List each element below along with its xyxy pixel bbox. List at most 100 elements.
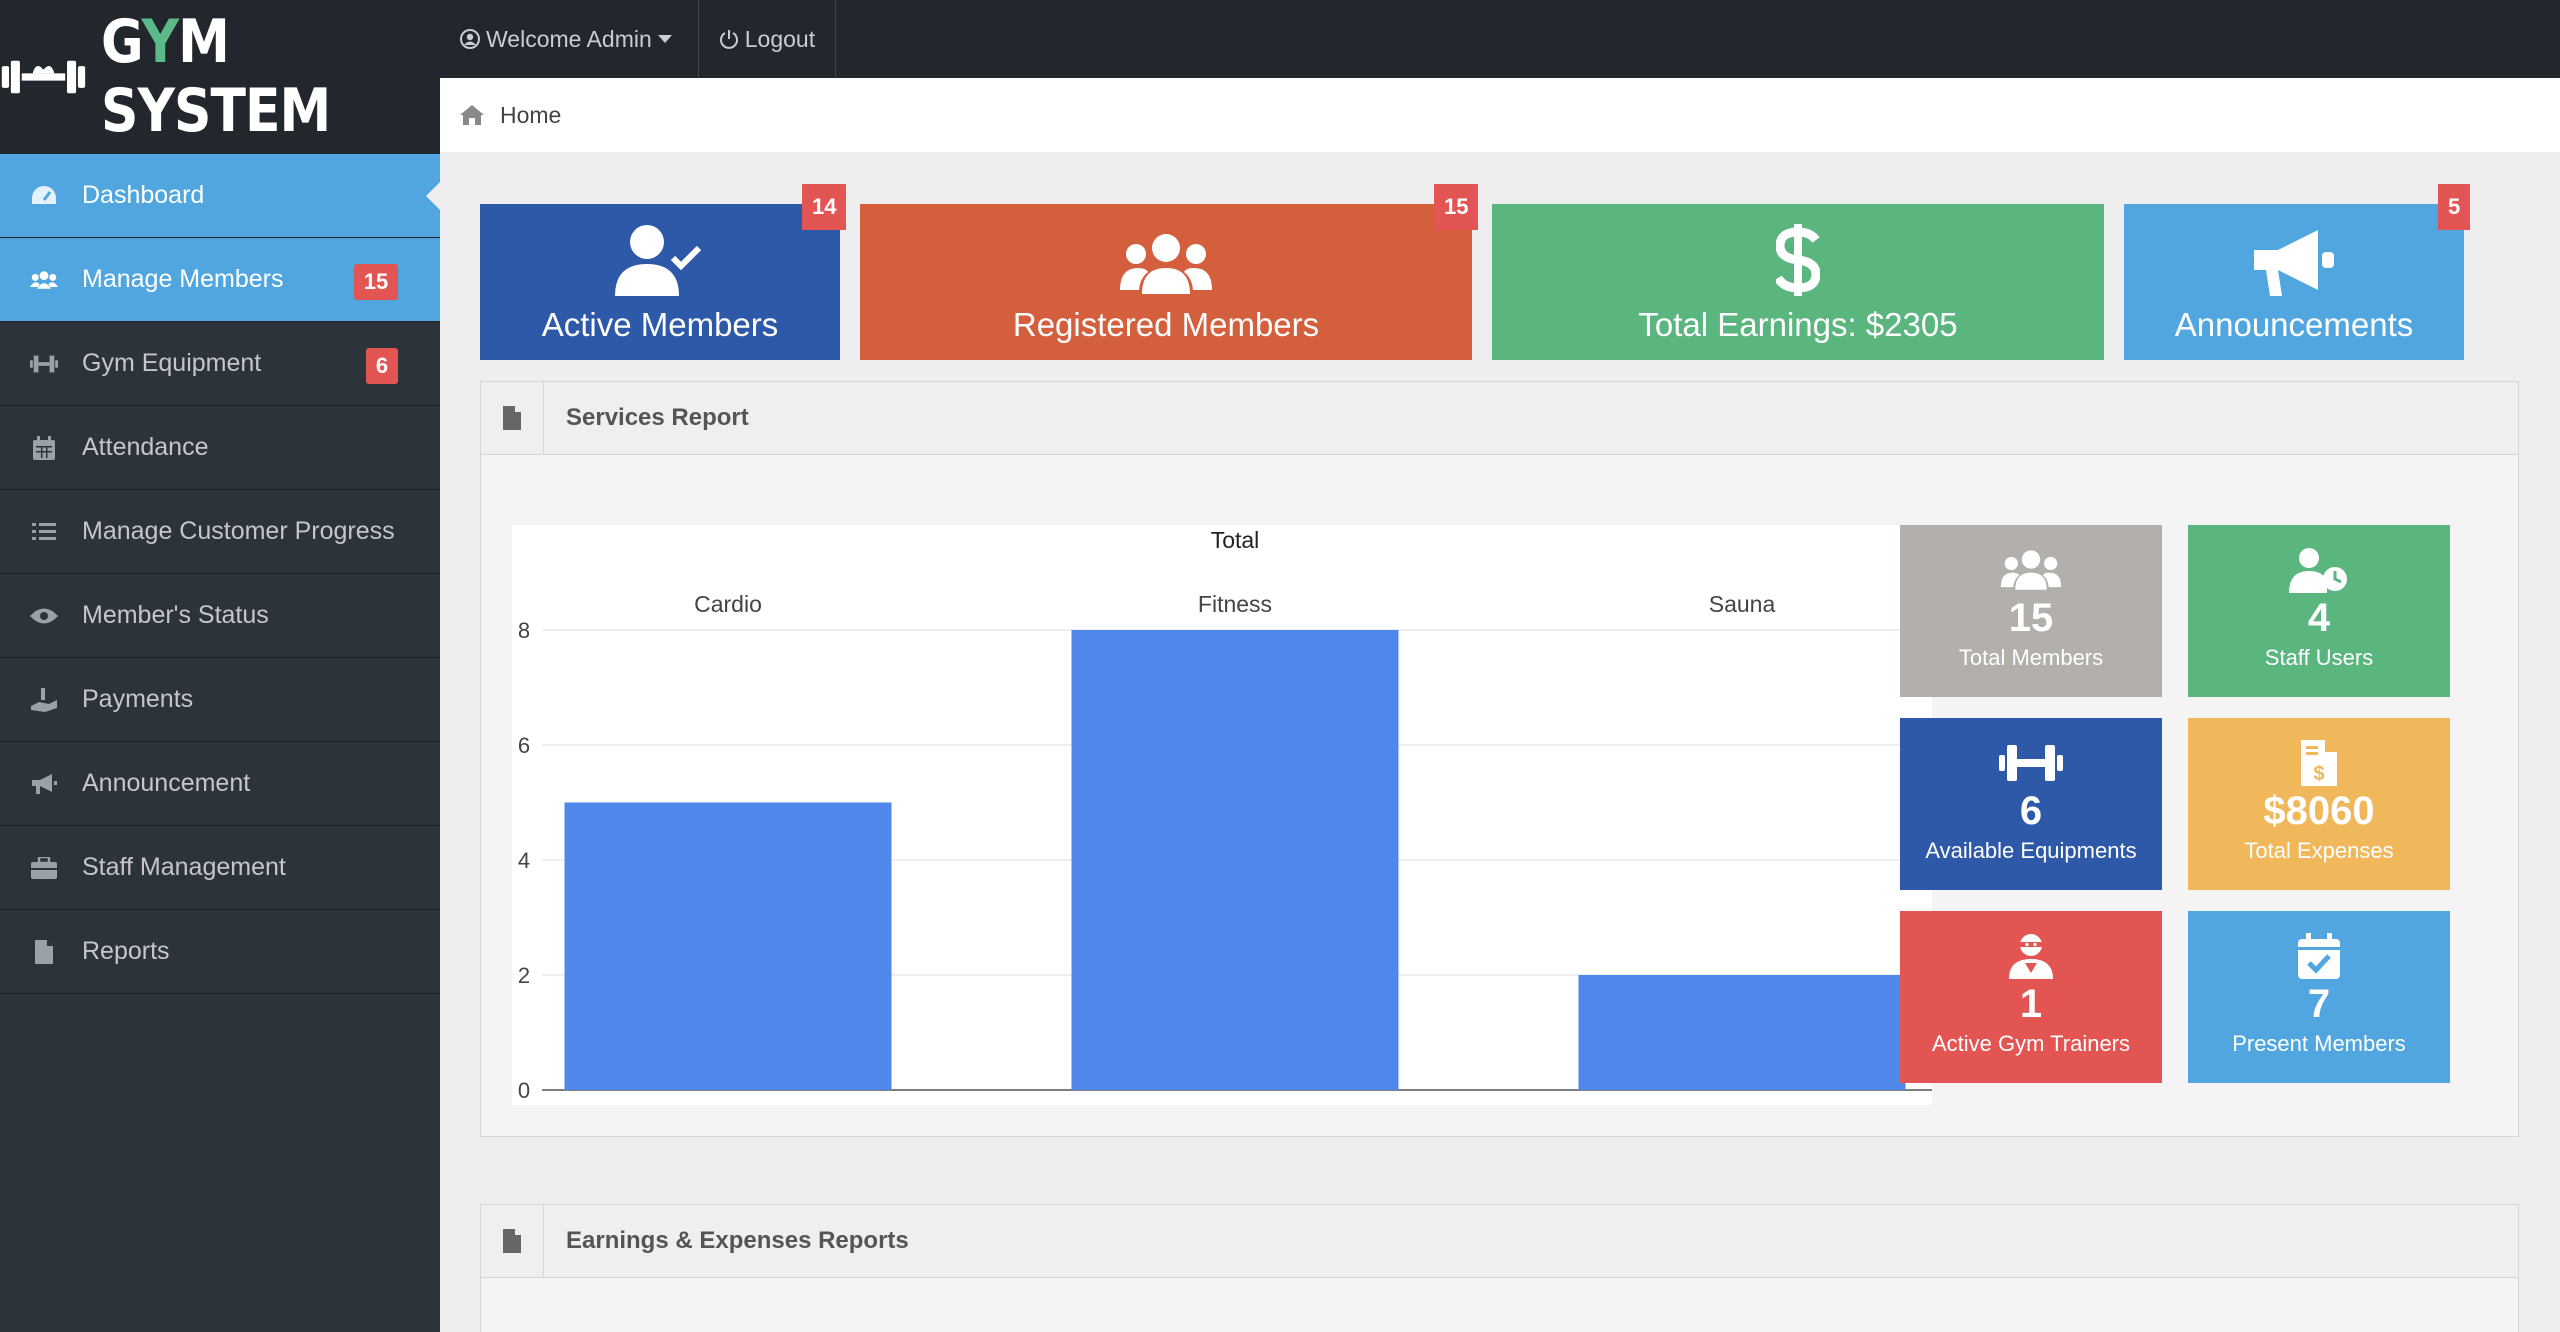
sidebar-item-label: Staff Management [82, 853, 286, 881]
sidebar-item-customer-progress[interactable]: Manage Customer Progress [0, 490, 440, 574]
power-icon [719, 29, 739, 49]
y-tick-label: 6 [518, 733, 530, 758]
brand-logo[interactable]: GYM SYSTEM [0, 0, 440, 154]
tile-available-equipments[interactable]: 6 Available Equipments [1900, 718, 2162, 890]
top-navbar: Welcome Admin Logout [440, 0, 2560, 78]
stat-label: Active Members [541, 306, 779, 343]
y-tick-label: 8 [518, 618, 530, 643]
welcome-label: Welcome Admin [486, 25, 652, 52]
members-count-badge: 15 [354, 264, 398, 300]
panel-header: Services Report [481, 381, 2518, 455]
dumbbell-icon [1999, 740, 2063, 786]
active-members-badge: 14 [802, 184, 847, 230]
tile-total-expenses[interactable]: $ $8060 Total Expenses [2188, 718, 2450, 890]
tile-label: Total Expenses [2244, 838, 2394, 863]
category-label: Fitness [1198, 591, 1272, 617]
y-tick-label: 4 [518, 848, 530, 873]
tile-value: 1 [2019, 982, 2043, 1026]
dumbbell-icon [30, 350, 58, 378]
equipment-count-badge: 6 [366, 348, 398, 384]
y-tick-label: 2 [518, 963, 530, 988]
chart-bar-sauna[interactable] [1578, 975, 1906, 1090]
category-label: Sauna [1709, 591, 1776, 617]
hand-dollar-icon [30, 686, 58, 714]
welcome-dropdown[interactable]: Welcome Admin [440, 0, 699, 78]
sidebar-item-dashboard[interactable]: Dashboard [0, 154, 440, 238]
stat-registered-members[interactable]: 15 Registered Members [860, 184, 1479, 360]
sidebar: GYM SYSTEM Dashboard Manage Members 15 G… [0, 0, 440, 1332]
user-ninja-icon [2009, 933, 2053, 979]
tile-present-members[interactable]: 7 Present Members [2188, 911, 2450, 1083]
category-label: Cardio [694, 591, 762, 617]
sidebar-item-reports[interactable]: Reports [0, 910, 440, 994]
tile-value: 15 [2008, 596, 2054, 640]
user-clock-icon [2289, 547, 2349, 593]
earnings-expenses-panel: Earnings & Expenses Reports [480, 1204, 2519, 1332]
file-invoice-dollar-icon: $ [2301, 740, 2337, 786]
sidebar-item-label: Reports [82, 937, 170, 965]
sidebar-item-staff-management[interactable]: Staff Management [0, 826, 440, 910]
tile-value: $8060 [2263, 789, 2375, 833]
users-icon [1120, 232, 1212, 296]
sidebar-item-attendance[interactable]: Attendance [0, 406, 440, 490]
users-icon [30, 266, 58, 294]
tile-label: Available Equipments [1925, 838, 2137, 863]
file-icon [30, 938, 58, 966]
svg-text:$: $ [2313, 763, 2324, 785]
stat-label: Registered Members [1012, 306, 1320, 343]
stat-label: Announcements [2174, 306, 2414, 343]
tile-label: Staff Users [2264, 645, 2374, 670]
chart-bar-cardio[interactable] [564, 802, 892, 1091]
file-icon [481, 1204, 544, 1278]
registered-members-badge: 15 [1434, 184, 1479, 230]
tile-label: Present Members [2232, 1031, 2406, 1056]
sidebar-item-manage-members[interactable]: Manage Members 15 [0, 238, 440, 322]
sidebar-item-payments[interactable]: Payments [0, 658, 440, 742]
services-bar-chart: Total 0 2 4 6 8 Cardio Fitness Sauna [512, 525, 1932, 1105]
tile-staff-users[interactable]: 4 Staff Users [2188, 525, 2450, 697]
tile-label: Active Gym Trainers [1931, 1031, 2131, 1056]
sidebar-item-label: Attendance [82, 433, 209, 461]
dollar-icon [1776, 224, 1820, 296]
stat-total-earnings[interactable]: Total Earnings: $2305 [1492, 204, 2104, 360]
sidebar-item-label: Manage Members [82, 265, 284, 293]
tile-value: 6 [2019, 789, 2043, 833]
sidebar-item-member-status[interactable]: Member's Status [0, 574, 440, 658]
tile-active-gym-trainers[interactable]: 1 Active Gym Trainers [1900, 911, 2162, 1083]
sidebar-item-label: Dashboard [82, 181, 205, 209]
panel-title: Services Report [566, 404, 749, 431]
sidebar-item-label: Payments [82, 685, 194, 713]
bullhorn-icon [30, 770, 58, 798]
breadcrumb: Home [440, 78, 2560, 152]
briefcase-icon [30, 854, 58, 882]
sidebar-item-gym-equipment[interactable]: Gym Equipment 6 [0, 322, 440, 406]
y-tick-label: 0 [518, 1078, 530, 1103]
chart-title: Total [1211, 527, 1260, 553]
bullhorn-icon [2252, 230, 2336, 296]
breadcrumb-home-link[interactable]: Home [500, 101, 562, 128]
stat-label: Total Earnings: $2305 [1638, 306, 1958, 343]
logout-button[interactable]: Logout [699, 0, 837, 78]
chart-bar-fitness[interactable] [1071, 630, 1399, 1090]
sidebar-item-label: Gym Equipment [82, 349, 262, 377]
file-icon [481, 381, 544, 455]
tile-value: 4 [2307, 596, 2331, 640]
tile-total-members[interactable]: 15 Total Members [1900, 525, 2162, 697]
panel-title: Earnings & Expenses Reports [566, 1227, 909, 1254]
stat-announcements[interactable]: 5 Announcements [2124, 184, 2471, 360]
users-icon [2000, 547, 2062, 593]
tile-value: 7 [2307, 982, 2331, 1026]
announcements-badge: 5 [2438, 184, 2471, 230]
user-circle-icon [460, 29, 480, 49]
brand-name: GYM SYSTEM [100, 8, 331, 146]
user-check-icon [615, 224, 705, 296]
logout-label: Logout [744, 25, 816, 52]
home-icon [460, 105, 484, 125]
stat-active-members[interactable]: 14 Active Members [480, 184, 847, 360]
calendar-icon [30, 434, 58, 462]
sidebar-item-announcement[interactable]: Announcement [0, 742, 440, 826]
calendar-check-icon [2298, 933, 2340, 979]
panel-header: Earnings & Expenses Reports [481, 1204, 2518, 1278]
barbell-logo-icon [1, 60, 86, 94]
sidebar-item-label: Announcement [82, 769, 251, 797]
